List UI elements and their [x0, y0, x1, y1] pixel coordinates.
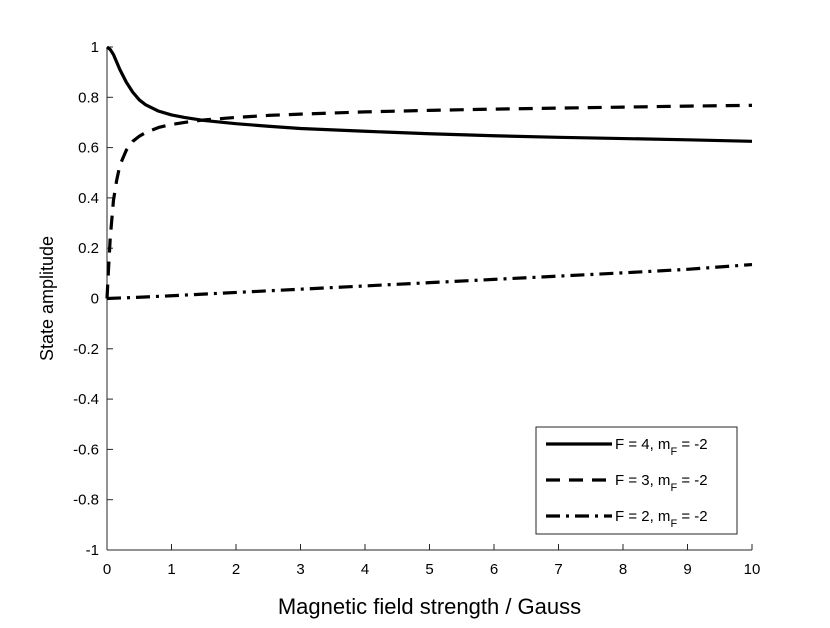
- y-tick-label: 0: [91, 291, 99, 308]
- x-tick-label: 3: [296, 561, 304, 578]
- y-tick-label: -0.4: [73, 391, 99, 408]
- legend-label-subscript: F: [670, 518, 677, 530]
- series-lines: [105, 45, 753, 301]
- legend-label-subscript: F: [670, 482, 677, 494]
- legend-label-main: F = 3, m: [615, 472, 670, 489]
- legend-label-tail: = -2: [677, 508, 707, 525]
- legend-label-3: F = 2, mF = -2: [615, 508, 708, 530]
- x-tick-label: 9: [683, 561, 691, 578]
- y-tick-label: 0.4: [78, 190, 99, 207]
- y-axis-label: State amplitude: [37, 236, 57, 361]
- legend: F = 4, mF = -2F = 3, mF = -2F = 2, mF = …: [535, 426, 738, 535]
- y-tick-label: 0.8: [78, 89, 99, 106]
- legend-label-tail: = -2: [677, 436, 707, 453]
- y-tick-label: -1: [86, 542, 99, 559]
- y-tick-label: -0.2: [73, 341, 99, 358]
- x-tick-label: 5: [425, 561, 433, 578]
- series-line-3: [106, 262, 753, 301]
- x-tick-label: 2: [232, 561, 240, 578]
- x-tick-label: 4: [361, 561, 369, 578]
- legend-label-main: F = 2, m: [615, 508, 670, 525]
- axes: 0 1 2 3 4 5 6 7 8 9 10 -1 -0.8 -0.6 -0.4 -0.2 0 0.2 0.4 0.6…: [73, 39, 760, 578]
- series-line-1: [106, 45, 753, 143]
- y-tick-label: 0.6: [78, 140, 99, 157]
- x-tick-label: 6: [490, 561, 498, 578]
- legend-label-2: F = 3, mF = -2: [615, 472, 708, 494]
- series-line-2: [105, 103, 753, 299]
- x-tick-label: 8: [619, 561, 627, 578]
- x-tick-label: 7: [554, 561, 562, 578]
- legend-label-1: F = 4, mF = -2: [615, 436, 708, 458]
- y-tick-label: -0.6: [73, 441, 99, 458]
- legend-label-tail: = -2: [677, 472, 707, 489]
- x-axis-label: Magnetic field strength / Gauss: [278, 594, 581, 619]
- legend-label-main: F = 4, m: [615, 436, 670, 453]
- legend-label-subscript: F: [670, 446, 677, 458]
- y-tick-label: 1: [91, 39, 99, 56]
- x-tick-label: 10: [744, 561, 761, 578]
- y-tick-label: -0.8: [73, 492, 99, 509]
- x-tick-label: 0: [103, 561, 111, 578]
- y-tick-label: 0.2: [78, 240, 99, 257]
- x-tick-label: 1: [167, 561, 175, 578]
